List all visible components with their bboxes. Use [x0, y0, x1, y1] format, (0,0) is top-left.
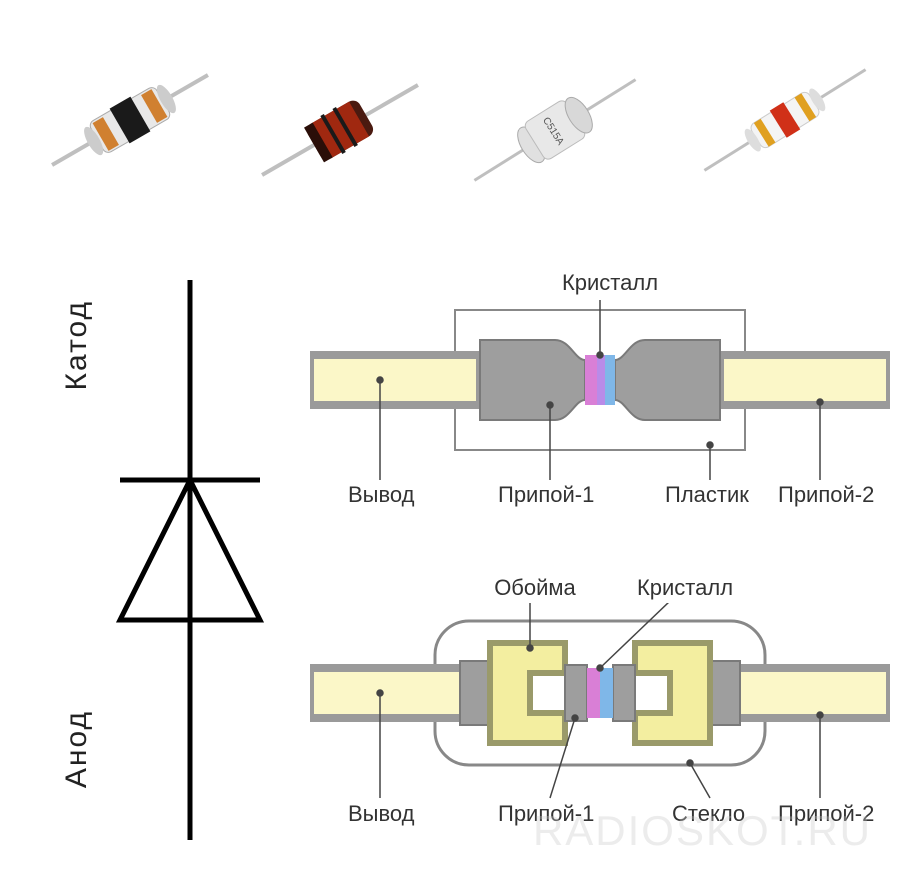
lead-label-2: Вывод: [348, 801, 415, 827]
anode-label: Анод: [60, 710, 94, 788]
solder2-label-2: Припой-2: [778, 801, 874, 827]
solder1-label-2: Припой-1: [498, 801, 594, 827]
crystal-label-1: Кристалл: [555, 270, 665, 296]
diode-photo-2: [240, 30, 440, 235]
solder1-label-1: Припой-1: [498, 482, 594, 508]
diode-photo-3: С515А: [450, 25, 660, 240]
diagram-glass-package: Обойма Кристалл: [310, 575, 890, 855]
diagram-plastic-package: Кристалл Вывод Припой-1 П: [310, 270, 890, 520]
clip-label: Обойма: [485, 575, 585, 601]
cathode-label: Катод: [60, 300, 94, 390]
diode-symbol: [60, 280, 290, 840]
schematic-symbol-area: Катод Анод: [60, 280, 290, 840]
component-photos-row: С515А: [0, 0, 912, 250]
lead-label-1: Вывод: [348, 482, 415, 508]
solder2-label-1: Припой-2: [778, 482, 874, 508]
diode-photo-4: [680, 15, 890, 230]
plastic-label: Пластик: [665, 482, 749, 508]
crystal-label-2: Кристалл: [630, 575, 740, 601]
glass-label: Стекло: [672, 801, 745, 827]
diode-photo-1: [30, 20, 230, 225]
